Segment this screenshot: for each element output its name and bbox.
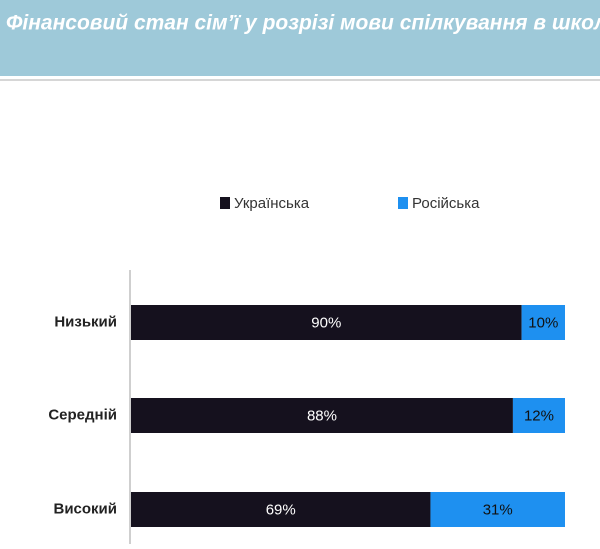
value-label: 88% xyxy=(307,407,337,424)
header-band xyxy=(0,0,600,76)
legend-swatch xyxy=(220,197,230,209)
category-label: Високий xyxy=(53,500,117,517)
category-label: Середній xyxy=(48,406,117,423)
legend-label: Українська xyxy=(234,195,310,212)
bar-segment xyxy=(430,492,565,527)
bar-segment xyxy=(131,398,513,433)
value-label: 31% xyxy=(483,501,513,518)
bar-segment xyxy=(512,398,565,433)
bar-segment xyxy=(521,305,565,340)
value-label: 69% xyxy=(266,501,296,518)
bar-segment xyxy=(131,305,522,340)
legend-swatch xyxy=(398,197,408,209)
legend-label: Російська xyxy=(412,195,480,212)
bar-segment xyxy=(131,492,431,527)
value-label: 10% xyxy=(528,314,558,331)
value-label: 12% xyxy=(524,407,554,424)
chart-title: Фінансовий стан сім’ї у розрізі мови спі… xyxy=(6,12,600,35)
value-label: 90% xyxy=(311,314,341,331)
category-label: Низький xyxy=(54,313,117,330)
